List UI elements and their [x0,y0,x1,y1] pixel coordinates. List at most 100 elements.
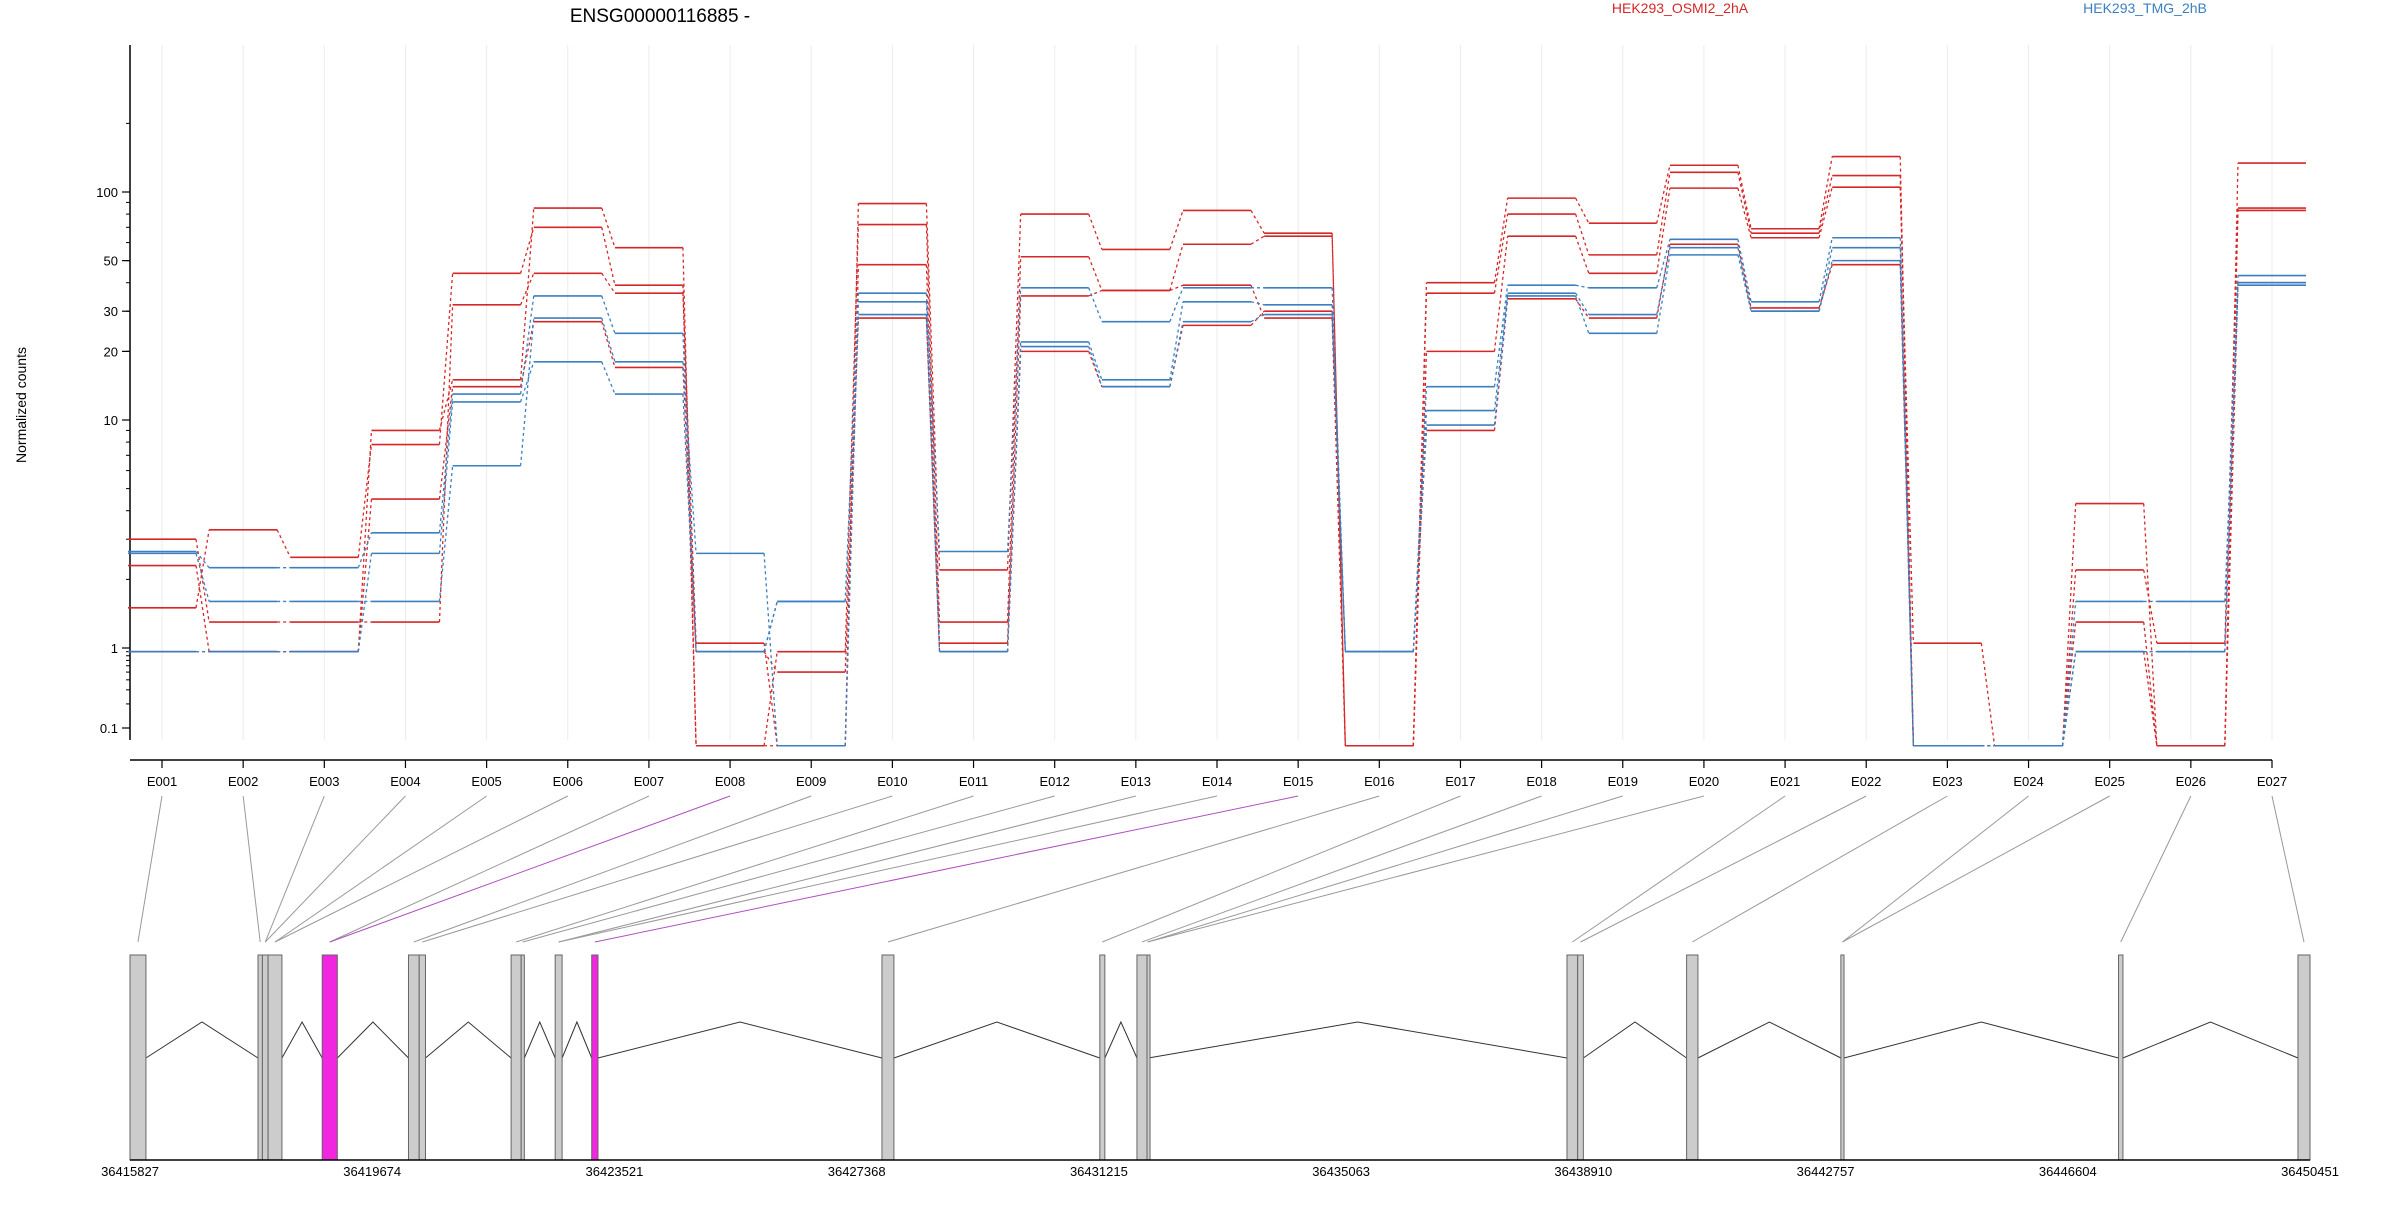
series-transition [1899,187,1915,644]
series-transition [1575,284,1589,289]
exon-box [591,954,599,1161]
y-tick-label: 50 [104,254,118,269]
x-tick-label: E015 [1283,774,1313,789]
series-transition [2061,601,2077,746]
exon-box [1136,954,1148,1161]
series-transition [1737,254,1752,312]
series-transition [1088,256,1103,291]
series-transition [276,529,291,558]
genomic-tick-label: 36435063 [1312,1164,1370,1179]
x-tick-label: E010 [877,774,907,789]
x-tick-label: E002 [228,774,258,789]
y-tick-label: 30 [104,304,118,319]
series-transition [1899,260,1915,746]
series-transition [357,499,373,652]
series-transition [1737,172,1752,234]
intron [893,1021,1100,1059]
y-tick-label: 0.1 [100,721,118,736]
series-transition [1250,235,1265,245]
connector-line [137,795,163,943]
series-transition [1493,198,1509,283]
series-transition [1656,244,1671,319]
series-transition [601,227,616,286]
x-tick-label: E026 [2176,774,2206,789]
series-transition [2224,285,2239,652]
connector-line [558,795,1136,943]
x-tick-label: E023 [1932,774,1962,789]
series-transition [519,208,535,380]
series-transition [2061,503,2077,746]
series-transition [1493,285,1509,387]
series-transition [1331,304,1346,652]
series-transition [1899,156,1915,746]
series-transition [438,304,454,623]
series-transition [438,273,454,445]
x-tick-label: E009 [796,774,826,789]
series-transition [763,643,778,746]
series-transition [763,651,778,746]
series-transition [357,430,373,652]
connector-line [2120,795,2192,943]
series-transition [1493,295,1509,426]
series-transition [438,393,454,533]
exon-box [2118,954,2124,1161]
x-tick-label: E027 [2257,774,2287,789]
series-transition [2143,503,2158,746]
series-transition [519,227,535,274]
x-tick-label: E012 [1040,774,1070,789]
exon-box [554,954,563,1161]
series-transition [2224,282,2239,746]
series-transition [1006,287,1022,552]
series-transition [519,361,535,403]
exon-box [321,954,338,1161]
series-transition [1818,156,1833,229]
x-tick-label: E024 [2013,774,2043,789]
series-transition [1169,287,1184,322]
gridlines [161,45,2273,740]
series-transition [601,361,616,395]
series-transition [2143,569,2158,644]
series-blue-5 [128,236,2306,747]
connector-line [264,795,325,943]
exon-box [1146,954,1151,1161]
series-transition [1575,235,1590,274]
series-transition [1088,289,1103,297]
intron [1104,1020,1138,1059]
series-transition [1656,247,1671,315]
legend-entry-tmg: HEK293_TMG_2hB [2083,0,2207,16]
exon-connectors [137,795,2305,943]
series-transition [1656,165,1671,224]
series-transition [1575,197,1590,224]
connector-line [242,795,261,943]
intron [523,1020,556,1059]
series-transition [1493,293,1509,411]
exon-box [1686,954,1699,1161]
series-transition [1331,233,1346,746]
series-transition [925,224,941,623]
series-transition [1818,247,1833,312]
series-transition [1169,244,1184,291]
series-transition [1169,301,1184,380]
connector-line [1842,795,2110,943]
series-lines [128,155,2306,747]
connector-line [594,795,1299,943]
intron [1148,1021,1568,1059]
chart-title: ENSG00000116885 - [570,6,750,27]
intron [281,1020,323,1059]
legend-entry-osmi2: HEK293_OSMI2_2hA [1612,0,1749,16]
series-transition [2061,651,2077,746]
connector-line [1842,795,2029,943]
series-transition [1493,236,1509,352]
series-transition [682,361,697,554]
series-transition [1006,295,1022,644]
series-transition [1656,172,1671,255]
series-transition [1818,237,1833,302]
series-transition [763,651,778,673]
exon-box [1566,954,1579,1161]
series-transition [1980,643,1996,746]
series-transition [1250,210,1265,234]
x-tick-label: E001 [147,774,177,789]
exon-box [261,954,269,1161]
